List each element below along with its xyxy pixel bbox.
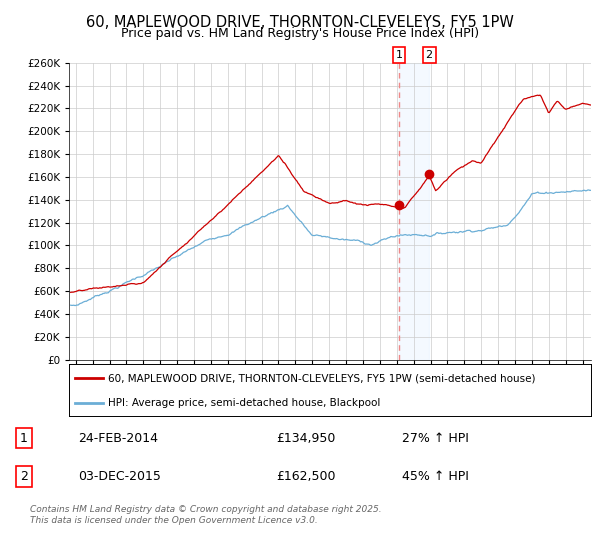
Text: 1: 1	[395, 50, 403, 60]
Text: Contains HM Land Registry data © Crown copyright and database right 2025.
This d: Contains HM Land Registry data © Crown c…	[30, 505, 382, 525]
Text: 2: 2	[20, 470, 28, 483]
Text: 24-FEB-2014: 24-FEB-2014	[78, 432, 158, 445]
Text: 45% ↑ HPI: 45% ↑ HPI	[402, 470, 469, 483]
Text: 03-DEC-2015: 03-DEC-2015	[78, 470, 161, 483]
Text: £162,500: £162,500	[276, 470, 335, 483]
Text: £134,950: £134,950	[276, 432, 335, 445]
Bar	[399, 63, 429, 360]
Text: 60, MAPLEWOOD DRIVE, THORNTON-CLEVELEYS, FY5 1PW (semi-detached house): 60, MAPLEWOOD DRIVE, THORNTON-CLEVELEYS,…	[108, 374, 536, 384]
Text: 60, MAPLEWOOD DRIVE, THORNTON-CLEVELEYS, FY5 1PW: 60, MAPLEWOOD DRIVE, THORNTON-CLEVELEYS,…	[86, 15, 514, 30]
Text: 1: 1	[20, 432, 28, 445]
Text: 2: 2	[425, 50, 433, 60]
Text: HPI: Average price, semi-detached house, Blackpool: HPI: Average price, semi-detached house,…	[108, 398, 380, 408]
Text: 27% ↑ HPI: 27% ↑ HPI	[402, 432, 469, 445]
Text: Price paid vs. HM Land Registry's House Price Index (HPI): Price paid vs. HM Land Registry's House …	[121, 27, 479, 40]
